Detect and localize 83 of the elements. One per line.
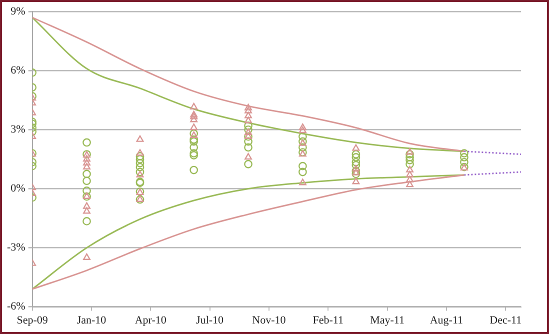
point [406,148,414,155]
point [352,160,360,170]
x-tick-label: Feb-11 [312,314,344,326]
point [83,207,90,214]
point [244,125,252,134]
point [83,202,90,209]
y-tick-label: 9% [10,5,26,18]
x-tick-label: Apr-10 [134,314,167,326]
point [82,216,91,226]
point [244,106,252,114]
point [406,166,414,172]
point [190,149,198,158]
y-tick-label: 6% [10,64,26,77]
point [244,160,252,168]
point [406,150,414,158]
x-tick-label: May-11 [370,314,405,326]
x-tick-label: Dec-11 [490,314,522,326]
point [352,170,360,178]
point [244,122,252,130]
point [83,158,90,166]
point [460,158,468,166]
point [352,164,360,172]
point [244,112,252,118]
y-tick-label: 0% [10,182,26,195]
point [82,186,91,195]
point [82,170,91,178]
point [190,112,198,120]
point [406,176,414,182]
point [352,150,360,158]
point [136,170,144,178]
point [136,162,144,172]
y-tick-label: -6% [7,300,26,313]
point [136,158,144,168]
point [136,135,144,142]
point [298,132,307,141]
point [244,104,252,110]
point [190,137,198,146]
point [406,170,414,178]
point [190,166,198,174]
point [190,124,198,130]
point [190,116,198,122]
line-series [32,174,465,290]
point [82,176,91,186]
point [190,102,198,110]
y-tick-label: 3% [10,124,26,136]
x-tick-label: Nov-10 [252,314,286,326]
point [352,178,360,184]
point [352,144,360,151]
point [244,116,252,124]
point [190,151,198,160]
point [406,156,414,164]
point [298,126,306,134]
point [83,162,90,170]
point [298,162,307,170]
point [136,168,144,176]
x-tick-label: Jul-10 [196,314,224,326]
point [460,149,468,158]
point [190,135,198,144]
point [136,155,144,164]
point [298,168,307,176]
point [298,178,306,186]
point [82,138,91,147]
point [244,128,252,136]
point [83,253,90,260]
point [244,153,252,160]
point [406,180,414,188]
x-tick-label: Aug-11 [430,314,464,326]
point [244,137,252,146]
point [244,143,252,152]
point [460,153,468,162]
point [298,124,306,130]
point [406,160,414,168]
point [352,153,360,162]
point [136,149,144,156]
point [190,110,198,118]
point [83,155,90,162]
x-tick-label: Jan-10 [76,314,107,326]
point [298,143,307,152]
point [352,158,360,166]
point [136,152,144,160]
y-tick-label: -3% [7,242,26,254]
x-tick-label: Sep-09 [16,314,48,326]
point [190,143,198,152]
